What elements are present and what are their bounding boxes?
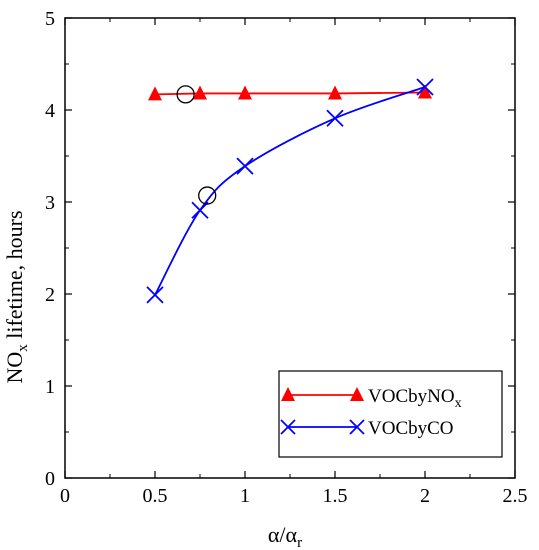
legend-label-vocbynox-sub: x [455, 396, 462, 411]
ticks: 0 0.5 1 1.5 2 2.5 0 1 2 3 4 5 [45, 8, 528, 507]
x-axis-title-main: α/α [268, 522, 298, 547]
legend-box [278, 370, 503, 458]
legend-marker-vocbyco-left [280, 419, 296, 435]
y-tick-label: 3 [45, 192, 55, 214]
x-axis-title: α/αr [268, 522, 302, 550]
data-point-vocbyno [418, 84, 432, 99]
legend-label-vocbynox-main: VOCbyNO [368, 386, 455, 407]
data-point-vocbyno [328, 85, 342, 100]
legend: VOCbyNOx VOCbyCO [278, 370, 503, 458]
y-tick-label: 0 [45, 468, 55, 490]
legend-label-vocbynox: VOCbyNOx [368, 386, 462, 411]
annotation-circle [176, 85, 195, 104]
x-tick-label: 1 [240, 485, 250, 507]
y-axis-title-main: NO [2, 352, 27, 384]
series-vocbyno [148, 84, 432, 101]
x-axis-title-sub: r [297, 535, 302, 550]
series [146, 78, 434, 304]
data-point-vocbyno [148, 86, 162, 101]
y-tick-label: 1 [45, 376, 55, 398]
series-line-vocbyco [154, 86, 426, 296]
data-point-vocbyco [236, 157, 254, 175]
x-tick-label: 0 [60, 485, 70, 507]
x-tick-label: 2 [420, 485, 430, 507]
y-axis-title-rest: lifetime, hours [2, 210, 27, 344]
legend-marker-vocbynox-left [281, 387, 295, 401]
legend-marker-vocbyco-right [349, 419, 365, 435]
data-point-vocbyco [416, 78, 434, 96]
data-point-vocbyco [191, 201, 209, 219]
x-tick-label: 2.5 [503, 485, 528, 507]
annotations [176, 85, 217, 205]
y-tick-label: 2 [45, 284, 55, 306]
y-axis-title-sub: x [15, 344, 31, 352]
data-point-vocbyno [238, 85, 252, 100]
y-tick-label: 5 [45, 8, 55, 30]
data-point-vocbyco [326, 109, 344, 127]
series-line-vocbyno [154, 91, 426, 96]
y-axis-title: NOx lifetime, hours [2, 210, 31, 383]
legend-label-vocbyco: VOCbyCO [368, 418, 454, 439]
annotation-circle [198, 186, 217, 205]
data-point-vocbyco [146, 286, 164, 304]
y-tick-label: 4 [45, 100, 55, 122]
x-tick-label: 1.5 [323, 485, 348, 507]
legend-marker-vocbynox-right [350, 387, 364, 401]
data-point-vocbyno [193, 85, 207, 100]
x-tick-label: 0.5 [143, 485, 168, 507]
series-vocbyco [146, 78, 434, 304]
